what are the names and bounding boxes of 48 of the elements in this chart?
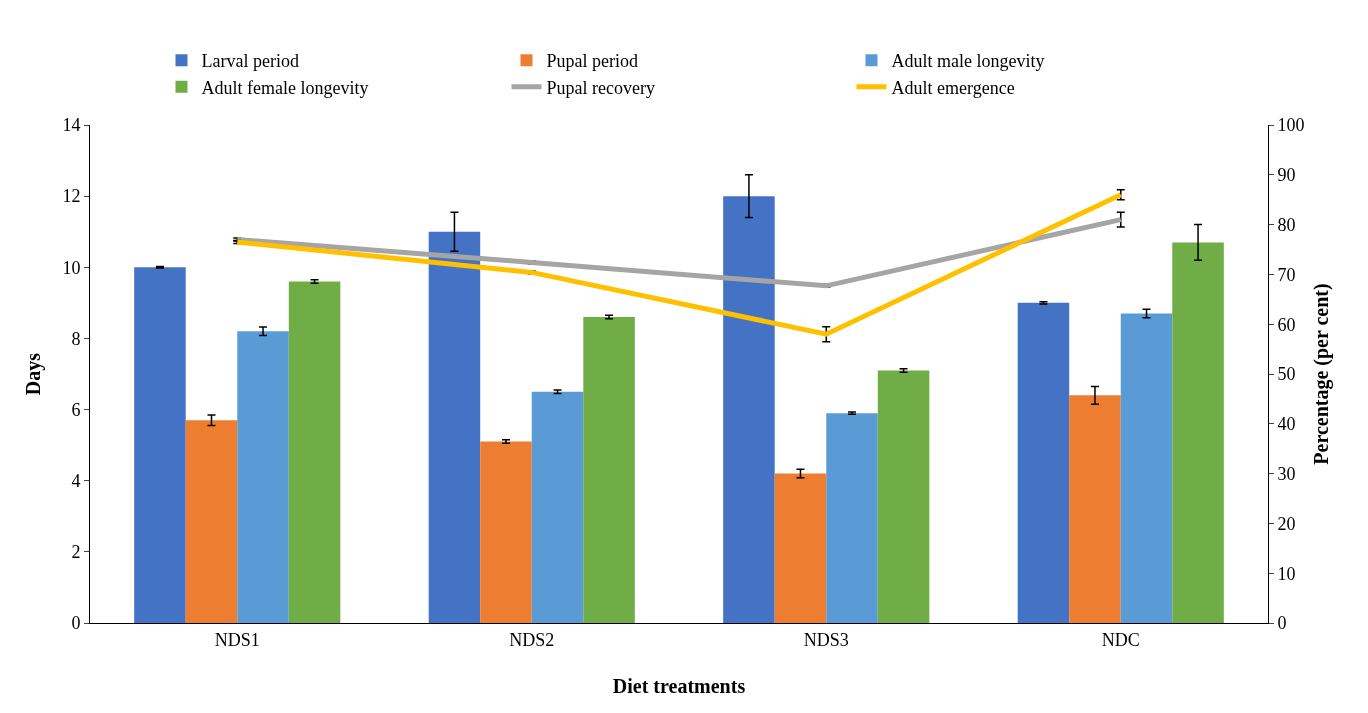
legend-label: Adult male longevity — [891, 51, 1045, 72]
legend-label: Pupal period — [546, 51, 638, 72]
y2-tick-label: 90 — [1277, 165, 1296, 186]
y2-tick-label: 20 — [1277, 513, 1296, 534]
legend-label: Adult female longevity — [201, 77, 369, 98]
bar — [1172, 242, 1224, 623]
legend-label: Larval period — [201, 51, 299, 72]
bar — [774, 473, 827, 623]
bar — [826, 413, 878, 623]
bar — [877, 370, 930, 623]
x-tick-label: NDC — [1101, 629, 1140, 650]
bar — [185, 420, 238, 623]
x-tick-label: NDS2 — [509, 629, 555, 650]
legend-label: Adult emergence — [891, 77, 1015, 98]
x-axis-title: Diet treatments — [612, 675, 746, 697]
y2-tick-label: 70 — [1277, 264, 1296, 285]
y2-tick-label: 50 — [1277, 364, 1296, 385]
bar — [480, 441, 532, 623]
y-tick-label: 14 — [62, 115, 81, 136]
y-tick-label: 10 — [62, 257, 81, 278]
y2-tick-label: 40 — [1277, 414, 1296, 435]
x-tick-label: NDS3 — [803, 629, 849, 650]
bar — [723, 196, 775, 623]
y-tick-label: 4 — [71, 471, 81, 492]
y-tick-label: 12 — [62, 186, 81, 207]
bar — [237, 331, 289, 623]
y2-tick-label: 10 — [1277, 563, 1296, 584]
bar — [134, 267, 186, 623]
y2-tick-label: 80 — [1277, 214, 1296, 235]
y-tick-label: 8 — [71, 328, 81, 349]
y2-tick-label: 0 — [1277, 613, 1287, 634]
bar — [1017, 302, 1070, 623]
y2-tick-label: 100 — [1277, 115, 1305, 136]
bar — [1120, 313, 1173, 623]
y2-tick-label: 60 — [1277, 314, 1296, 335]
bar — [288, 281, 341, 623]
legend-label: Pupal recovery — [546, 77, 655, 98]
y-tick-label: 0 — [71, 613, 81, 634]
bar — [531, 391, 584, 623]
y2-axis-title: Percentage (per cent) — [1310, 283, 1333, 465]
bar — [583, 317, 635, 623]
bar — [1069, 395, 1121, 623]
y-axis-title: Days — [22, 352, 45, 396]
bar — [428, 231, 481, 623]
y-tick-label: 6 — [71, 399, 81, 420]
y-tick-label: 2 — [71, 542, 81, 563]
y2-tick-label: 30 — [1277, 463, 1296, 484]
x-tick-label: NDS1 — [214, 629, 260, 650]
